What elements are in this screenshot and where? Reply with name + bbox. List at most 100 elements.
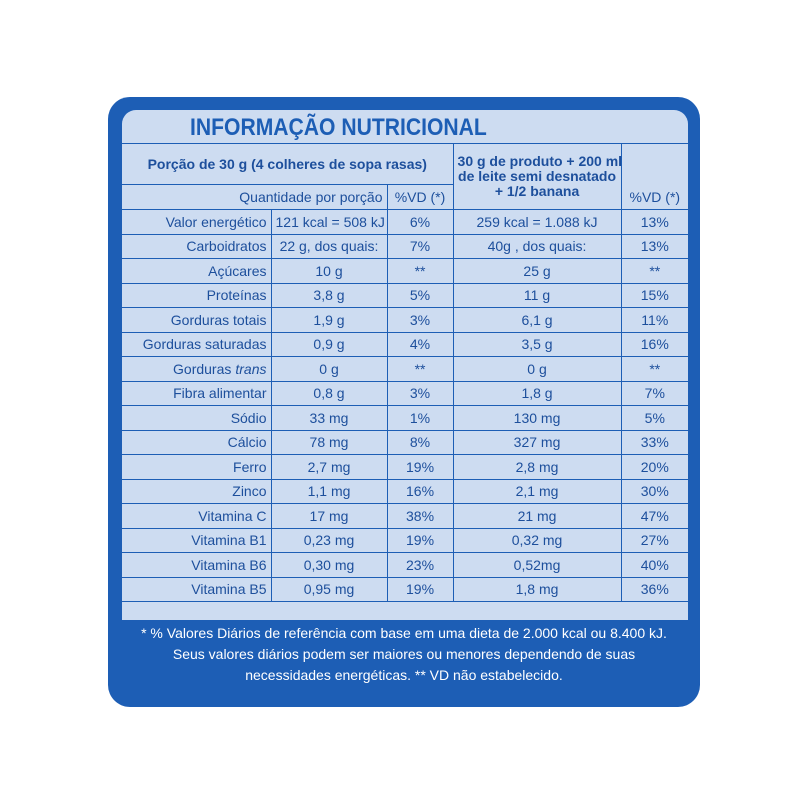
nutrient-name: Gorduras trans <box>122 356 272 382</box>
nutrient-name: Ferro <box>122 454 272 480</box>
nutrient-row: Sódio 33 mg 1% 130 mg 5% <box>122 405 688 431</box>
cell-value: 0,30 mg <box>270 552 388 578</box>
nutrient-name: Zinco <box>122 478 272 504</box>
cell-value: 11 g <box>452 282 622 308</box>
nutrient-name: Vitamina B6 <box>122 552 272 578</box>
nutrient-name: Cálcio <box>122 429 272 455</box>
cell-value: 19% <box>386 527 454 553</box>
nutrient-name: Vitamina B5 <box>122 576 272 602</box>
cell-value: 16% <box>620 331 688 357</box>
title: INFORMAÇÃO NUTRICIONAL <box>190 114 487 141</box>
subheader-row: Quantidade por porção %VD (*) <box>122 184 688 210</box>
header-row: Porção de 30 g (4 colheres de sopa rasas… <box>122 143 688 210</box>
nutrient-row: Vitamina B6 0,30 mg 23% 0,52mg 40% <box>122 552 688 578</box>
cell-value: 0 g <box>452 356 622 382</box>
cell-value: 19% <box>386 454 454 480</box>
nutrient-row: Vitamina C 17 mg 38% 21 mg 47% <box>122 503 688 529</box>
nutrient-row: Gorduras saturadas 0,9 g 4% 3,5 g 16% <box>122 331 688 357</box>
cell-value: 7% <box>620 380 688 406</box>
nutrient-name: Carboidratos <box>122 233 272 259</box>
cell-value: 20% <box>620 454 688 480</box>
cell-value: 40% <box>620 552 688 578</box>
cell-value: 259 kcal = 1.088 kJ <box>452 209 622 235</box>
cell-value: 23% <box>386 552 454 578</box>
prepared-line: de leite semi desnatado <box>458 168 616 184</box>
nutrient-row: Carboidratos 22 g, dos quais: 7% 40g , dos … <box>122 233 688 259</box>
cell-value: 7% <box>386 233 454 259</box>
cell-value: 17 mg <box>270 503 388 529</box>
name-part: Gorduras <box>173 360 232 377</box>
nutrient-name: Fibra alimentar <box>122 380 272 406</box>
cell-value: ** <box>620 258 688 284</box>
portion-header: Porção de 30 g (4 colheres de sopa rasas… <box>122 143 454 185</box>
nutrient-name: Vitamina B1 <box>122 527 272 553</box>
nutrient-row: Açúcares 10 g ** 25 g ** <box>122 258 688 284</box>
nutrient-name: Proteínas <box>122 282 272 308</box>
cell-value: 25 g <box>452 258 622 284</box>
cell-value: ** <box>386 258 454 284</box>
nutrient-row: Proteínas 3,8 g 5% 11 g 15% <box>122 282 688 308</box>
nutrient-name: Valor energético <box>122 209 272 235</box>
cell-value: 13% <box>620 233 688 259</box>
cell-value: 40g , dos quais: <box>452 233 622 259</box>
cell-value: 5% <box>620 405 688 431</box>
cell-value: 78 mg <box>270 429 388 455</box>
cell-value: 1,8 g <box>452 380 622 406</box>
cell-value: 5% <box>386 282 454 308</box>
nutrient-row: Valor energético 121 kcal = 508 kJ 6% 259 k… <box>122 209 688 235</box>
cell-value: 1,8 mg <box>452 576 622 602</box>
nutrient-row: Gorduras trans 0 g ** 0 g ** <box>122 356 688 382</box>
cell-value: 6% <box>386 209 454 235</box>
cell-value: 11% <box>620 307 688 333</box>
footer-line: Seus valores diários podem ser maiores o… <box>172 646 636 662</box>
cell-value: 1,9 g <box>270 307 388 333</box>
cell-value: 36% <box>620 576 688 602</box>
cell-value: 3% <box>386 307 454 333</box>
cell-value: 2,1 mg <box>452 478 622 504</box>
prepared-line: 30 g de produto + 200 ml <box>457 153 622 169</box>
cell-value: 0 g <box>270 356 388 382</box>
cell-value: 1% <box>386 405 454 431</box>
cell-value: 47% <box>620 503 688 529</box>
nutrient-row: Cálcio 78 mg 8% 327 mg 33% <box>122 429 688 455</box>
nutrient-row: Zinco 1,1 mg 16% 2,1 mg 30% <box>122 478 688 504</box>
quantity-header: Quantidade por porção <box>122 184 388 210</box>
cell-value: 0,8 g <box>270 380 388 406</box>
cell-value: 6,1 g <box>452 307 622 333</box>
cell-value: 2,7 mg <box>270 454 388 480</box>
cell-value: 3,5 g <box>452 331 622 357</box>
nutrient-row: Vitamina B5 0,95 mg 19% 1,8 mg 36% <box>122 576 688 602</box>
cell-value: 21 mg <box>452 503 622 529</box>
cell-value: 10 g <box>270 258 388 284</box>
footer: * % Valores Diários de referência com ba… <box>108 623 700 686</box>
nutrient-name: Gorduras totais <box>122 307 272 333</box>
footer-line: * % Valores Diários de referência com ba… <box>141 625 667 641</box>
cell-value: 2,8 mg <box>452 454 622 480</box>
cell-value: 327 mg <box>452 429 622 455</box>
cell-value: ** <box>620 356 688 382</box>
cell-value: 30% <box>620 478 688 504</box>
nutrient-row: Ferro 2,7 mg 19% 2,8 mg 20% <box>122 454 688 480</box>
nutrient-row: Gorduras totais 1,9 g 3% 6,1 g 11% <box>122 307 688 333</box>
cell-value: 33% <box>620 429 688 455</box>
nutrient-row: Fibra alimentar 0,8 g 3% 1,8 g 7% <box>122 380 688 406</box>
cell-value: 8% <box>386 429 454 455</box>
name-italic: trans <box>235 360 267 377</box>
nutrient-name: Vitamina C <box>122 503 272 529</box>
cell-value: ** <box>386 356 454 382</box>
footer-line: necessidades energéticas. ** VD não esta… <box>245 667 563 683</box>
cell-value: 38% <box>386 503 454 529</box>
nutrient-name: Sódio <box>122 405 272 431</box>
cell-value: 0,52mg <box>452 552 622 578</box>
cell-value: 130 mg <box>452 405 622 431</box>
cell-value: 33 mg <box>270 405 388 431</box>
nutrient-row: Vitamina B1 0,23 mg 19% 0,32 mg 27% <box>122 527 688 553</box>
cell-value: 0,9 g <box>270 331 388 357</box>
table-panel: INFORMAÇÃO NUTRICIONAL Porção de 30 g (4… <box>122 110 688 620</box>
cell-value: 1,1 mg <box>270 478 388 504</box>
cell-value: 3% <box>386 380 454 406</box>
cell-value: 16% <box>386 478 454 504</box>
cell-value: 3,8 g <box>270 282 388 308</box>
nutrition-table: Porção de 30 g (4 colheres de sopa rasas… <box>122 143 688 602</box>
vd-header: %VD (*) <box>386 184 454 210</box>
